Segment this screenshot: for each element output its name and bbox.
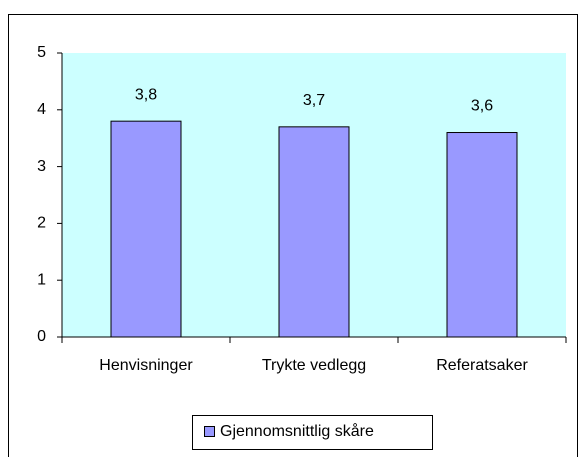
bar: [446, 132, 518, 338]
y-tick-label: 4: [37, 101, 46, 118]
bar: [278, 126, 350, 338]
data-label: 3,7: [303, 92, 325, 109]
y-tick-label: 0: [37, 328, 46, 345]
x-tick-label: Referatsaker: [436, 357, 528, 374]
y-tick-label: 3: [37, 158, 46, 175]
legend-box: [192, 415, 433, 450]
y-tick-label: 5: [37, 44, 46, 61]
x-tick-label: Henvisninger: [99, 357, 193, 374]
y-tick-label: 1: [37, 271, 46, 288]
bar: [110, 120, 182, 338]
data-label: 3,6: [471, 98, 493, 115]
data-label: 3,8: [135, 86, 157, 103]
legend-label: Gjennomsnittlig skåre: [220, 422, 374, 440]
x-tick-label: Trykte vedlegg: [262, 357, 366, 374]
y-tick-label: 2: [37, 215, 46, 232]
legend-swatch: [204, 426, 215, 437]
